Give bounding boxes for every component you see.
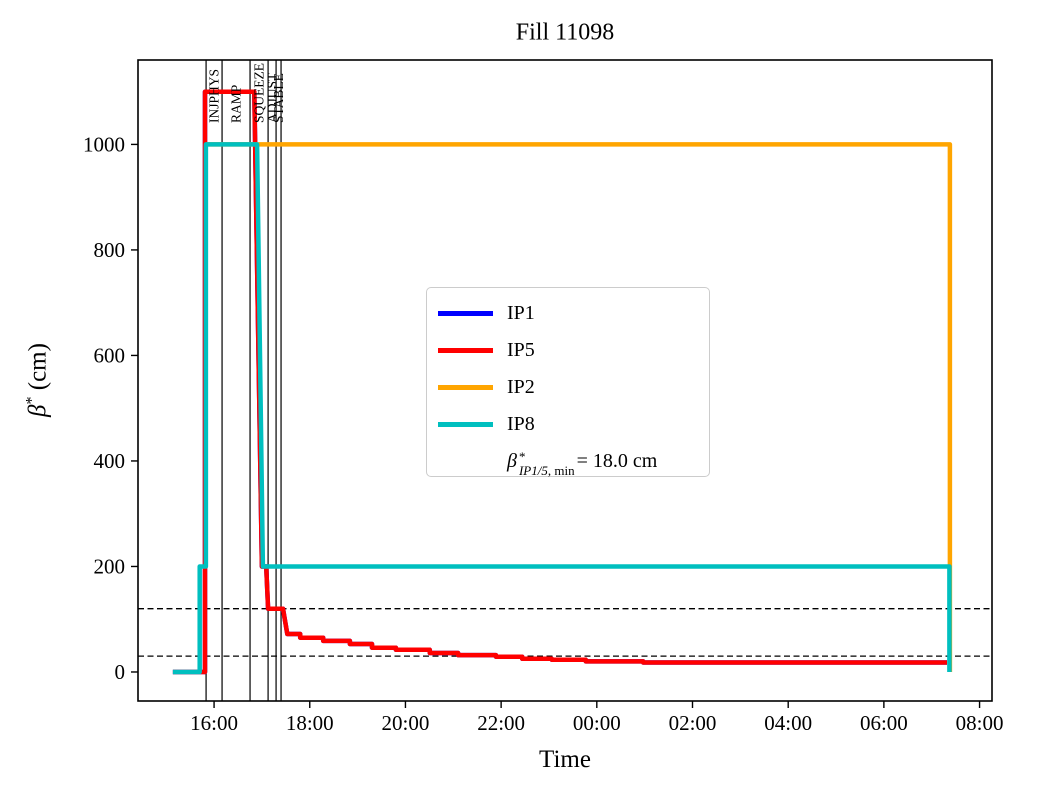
svg-text:800: 800 [94,238,126,262]
svg-text:08:00: 08:00 [956,711,1004,735]
svg-text:SQUEEZE: SQUEEZE [252,63,267,123]
svg-text:04:00: 04:00 [764,711,812,735]
svg-text:400: 400 [94,449,126,473]
annotation-value: = 18.0 cm [576,450,658,472]
chart-title: Fill 11098 [515,19,615,46]
svg-text:16:00: 16:00 [190,711,238,735]
legend-item-ip5: IP5 [438,332,709,369]
legend-item-ip2: IP2 [438,369,709,406]
x-axis-ticks: 16:00 18:00 20:00 22:00 00:00 02:00 04:00 06:00… [190,701,1003,735]
y-axis-ticks: 0 200 400 600 800 1000 [83,132,138,684]
series-ip5 [172,89,947,675]
ip2-line-swatch [438,385,493,390]
svg-text:INJPHYS: INJPHYS [207,69,222,123]
annotation-subscript: IP1/5, min [519,464,575,477]
legend: IP1 IP5 IP2 IP8 β * IP1/5, min = 18.0 cm [426,287,710,477]
ip5-line-swatch [438,348,493,353]
svg-text:22:00: 22:00 [477,711,525,735]
svg-text:20:00: 20:00 [382,711,430,735]
svg-text:RAMP: RAMP [229,85,244,123]
annotation-star: * [518,449,526,464]
plot-spines [137,59,993,702]
legend-label-ip5: IP5 [507,339,535,361]
svg-text:200: 200 [94,554,126,578]
svg-text:600: 600 [94,343,126,367]
legend-item-ip8: IP8 [438,406,709,443]
legend-label-ip8: IP8 [507,413,535,435]
ip1-line-swatch [438,311,493,316]
svg-text:1000: 1000 [83,132,125,156]
svg-text:STABLE: STABLE [271,73,286,123]
svg-text:00:00: 00:00 [573,711,621,735]
ip8-line-swatch [438,422,493,427]
legend-label-ip1: IP1 [507,302,535,324]
svg-text:18:00: 18:00 [286,711,334,735]
y-label-beta: β [24,404,52,417]
dashed-reference-lines [138,608,992,657]
annotation-sub-italic: IP1/5 [518,463,548,478]
svg-text:02:00: 02:00 [669,711,717,735]
annotation-supsub: * IP1/5, min [519,450,575,477]
svg-text:06:00: 06:00 [860,711,908,735]
legend-item-ip1: IP1 [438,295,709,332]
svg-text:0: 0 [115,660,126,684]
annotation-beta: β [507,450,517,472]
y-label-star: * [23,396,41,405]
legend-label-ip2: IP2 [507,376,535,398]
series-ip8 [172,142,952,675]
x-axis-label: Time [539,746,591,773]
y-axis-label: β* (cm) [23,343,52,417]
y-label-unit: (cm) [24,343,52,397]
annotation-sub-rest: , min [547,463,575,478]
series-ip2 [205,142,953,672]
beta-min-annotation: β * IP1/5, min = 18.0 cm [507,443,709,480]
svg-text:ADJUST: ADJUST [264,72,279,123]
